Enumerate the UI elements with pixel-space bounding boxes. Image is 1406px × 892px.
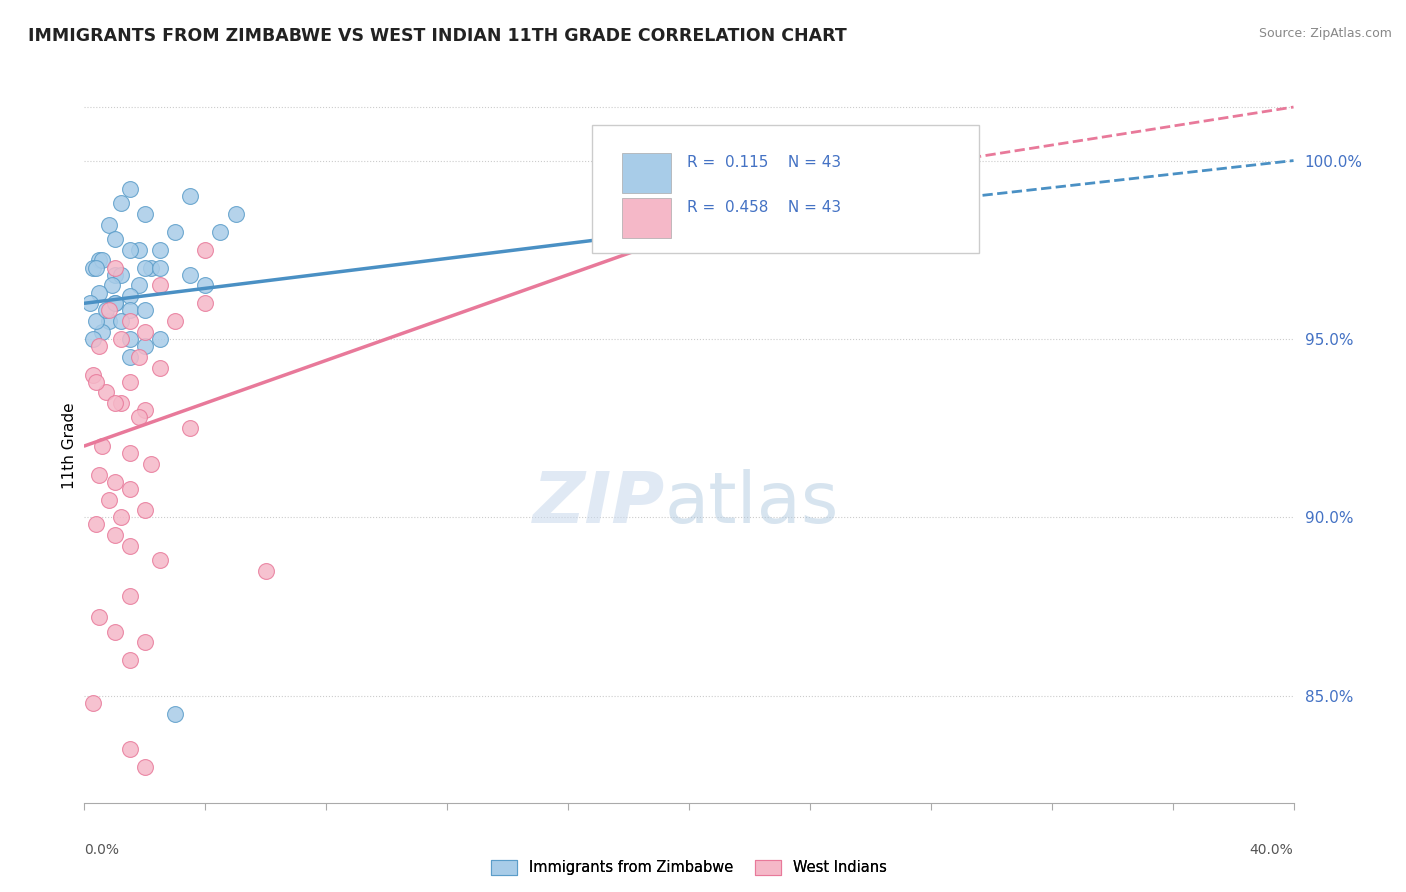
Point [149, 360, 172, 375]
Point [118, 182, 141, 196]
Point [97, 303, 120, 318]
Point [104, 260, 127, 275]
Point [89, 339, 111, 353]
Point [134, 260, 156, 275]
Point [91, 439, 114, 453]
FancyBboxPatch shape [623, 198, 671, 237]
Text: R =  0.115    N = 43: R = 0.115 N = 43 [686, 155, 841, 169]
Point [134, 760, 156, 774]
Point [254, 564, 277, 578]
Point [149, 332, 172, 346]
Point [110, 268, 132, 282]
Text: Source: ZipAtlas.com: Source: ZipAtlas.com [1258, 27, 1392, 40]
Point [225, 207, 247, 221]
Y-axis label: 11th Grade: 11th Grade [62, 402, 77, 490]
Text: 0.0%: 0.0% [84, 843, 120, 857]
Point [82, 368, 104, 382]
Point [89, 253, 111, 268]
Point [110, 396, 132, 410]
Point [134, 339, 156, 353]
FancyBboxPatch shape [623, 153, 671, 193]
Point [94, 303, 117, 318]
Point [86, 260, 108, 275]
Point [110, 332, 132, 346]
Point [149, 553, 172, 567]
Point [118, 243, 141, 257]
Text: 40.0%: 40.0% [1250, 843, 1294, 857]
Point [165, 706, 187, 721]
Point [97, 218, 120, 232]
Point [110, 510, 132, 524]
Point [79, 296, 101, 310]
Point [118, 350, 141, 364]
Point [134, 325, 156, 339]
Point [104, 268, 127, 282]
Point [194, 278, 217, 293]
Point [118, 482, 141, 496]
Point [128, 243, 150, 257]
Point [86, 517, 108, 532]
Point [118, 446, 141, 460]
Text: R =  0.458    N = 43: R = 0.458 N = 43 [686, 200, 841, 215]
Point [149, 243, 172, 257]
Point [104, 528, 127, 542]
Point [118, 303, 141, 318]
Point [139, 260, 162, 275]
Point [118, 742, 141, 756]
Point [89, 285, 111, 300]
Point [89, 467, 111, 482]
FancyBboxPatch shape [592, 125, 979, 253]
Point [118, 314, 141, 328]
Point [118, 539, 141, 553]
Point [149, 260, 172, 275]
Point [134, 503, 156, 517]
Point [118, 375, 141, 389]
Point [209, 225, 232, 239]
Point [134, 635, 156, 649]
Point [104, 296, 127, 310]
Point [86, 314, 108, 328]
Point [134, 207, 156, 221]
Point [91, 253, 114, 268]
Point [86, 375, 108, 389]
Point [89, 610, 111, 624]
Point [97, 492, 120, 507]
Point [82, 332, 104, 346]
Point [104, 296, 127, 310]
Point [179, 268, 201, 282]
Point [179, 189, 201, 203]
Point [118, 589, 141, 603]
Point [94, 385, 117, 400]
Point [118, 653, 141, 667]
Point [104, 624, 127, 639]
Point [179, 421, 201, 435]
Point [104, 396, 127, 410]
Point [128, 278, 150, 293]
Point [100, 278, 122, 293]
Point [104, 475, 127, 489]
Point [149, 278, 172, 293]
Point [82, 696, 104, 710]
Point [194, 296, 217, 310]
Point [139, 457, 162, 471]
Text: IMMIGRANTS FROM ZIMBABWE VS WEST INDIAN 11TH GRADE CORRELATION CHART: IMMIGRANTS FROM ZIMBABWE VS WEST INDIAN … [28, 27, 846, 45]
Point [97, 314, 120, 328]
Point [128, 350, 150, 364]
Point [91, 325, 114, 339]
Point [165, 225, 187, 239]
Point [104, 232, 127, 246]
Point [118, 289, 141, 303]
Point [165, 314, 187, 328]
Legend: Immigrants from Zimbabwe, West Indians: Immigrants from Zimbabwe, West Indians [485, 854, 893, 881]
Text: atlas: atlas [665, 468, 839, 538]
Point [118, 332, 141, 346]
Point [134, 403, 156, 417]
Text: ZIP: ZIP [533, 468, 665, 538]
Point [128, 410, 150, 425]
Point [110, 196, 132, 211]
Point [110, 314, 132, 328]
Point [194, 243, 217, 257]
Point [82, 260, 104, 275]
Point [134, 303, 156, 318]
